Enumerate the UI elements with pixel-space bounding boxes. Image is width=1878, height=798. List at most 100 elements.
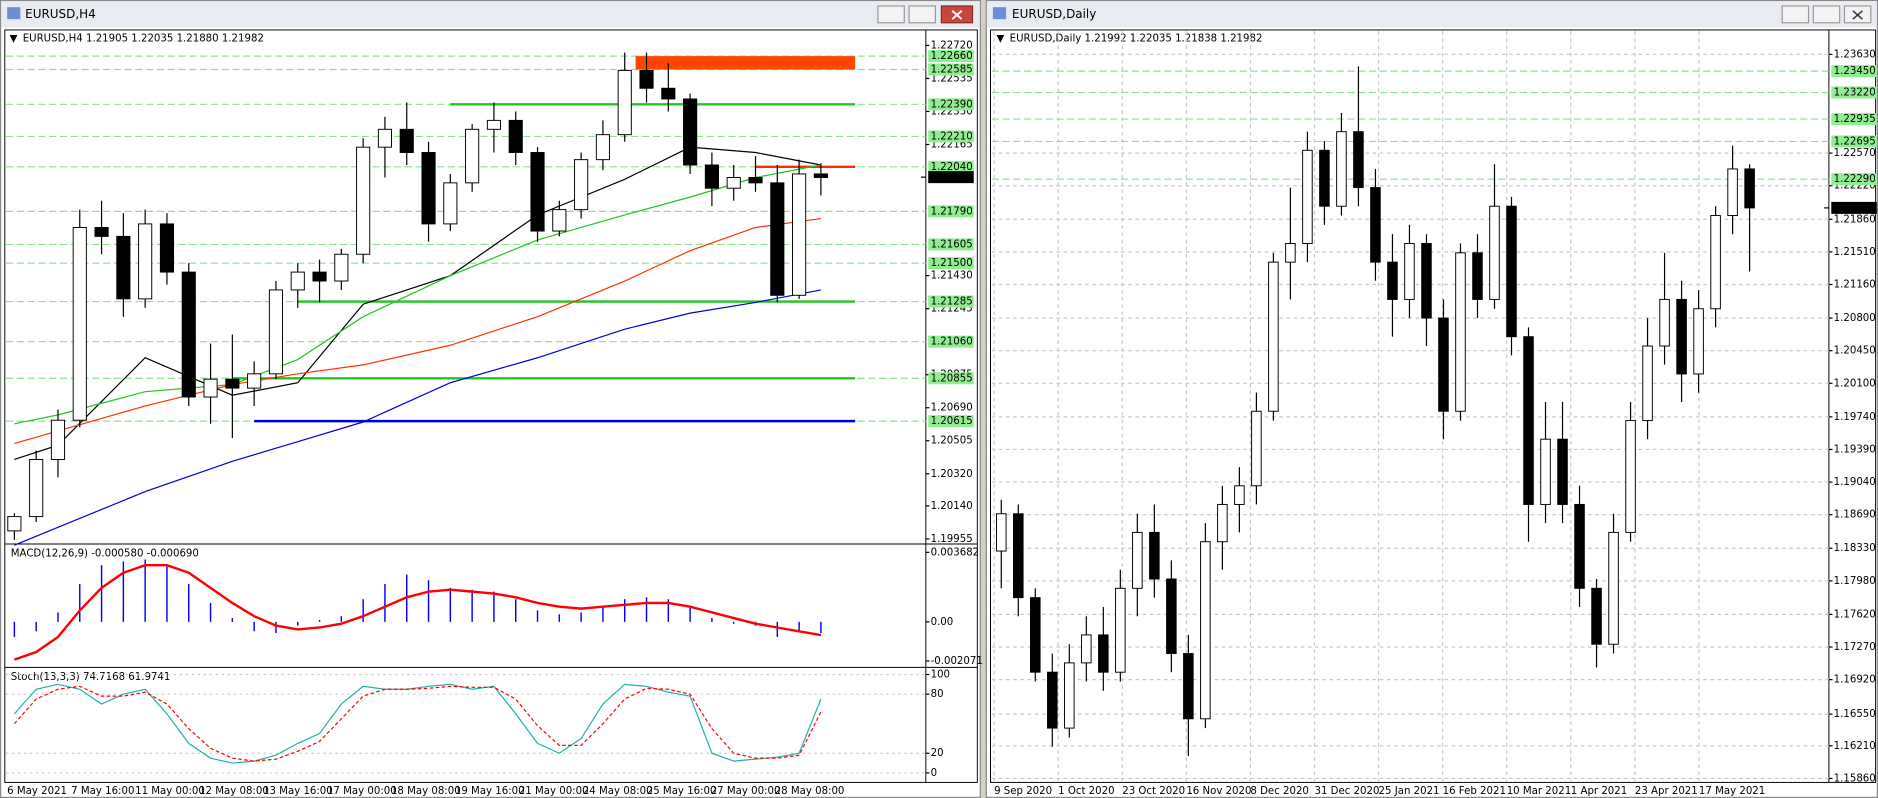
window-icon: [7, 7, 21, 20]
level-label: 1.21060: [931, 337, 973, 348]
level-label-bg: [928, 205, 974, 218]
candle-body: [116, 235, 131, 300]
level-label: 1.22390: [931, 99, 973, 110]
candle-body: [1268, 261, 1279, 412]
candle-body: [181, 271, 196, 398]
candle-body: [530, 152, 545, 232]
candle-body: [726, 177, 741, 189]
y-tick-label: 1.16920: [1834, 675, 1876, 686]
resistance-zone: [635, 56, 856, 70]
level-label: 1.22585: [931, 65, 973, 76]
level-label-bg: [928, 295, 974, 308]
level-label-bg: [928, 63, 974, 76]
x-tick-label: 6 May 2021: [7, 786, 67, 797]
candle-body: [1013, 513, 1024, 599]
y-tick-label: 1.20140: [931, 501, 973, 512]
x-tick-label: 24 May 08:00: [583, 786, 653, 797]
candle-body: [1591, 587, 1602, 645]
x-tick-label: 16 Feb 2021: [1443, 786, 1506, 797]
moving-average: [14, 164, 822, 425]
x-tick-label: 21 May 00:00: [519, 786, 589, 797]
last-price-bg: [928, 171, 974, 184]
chart-frame: [4, 29, 978, 783]
candle-body: [792, 173, 807, 296]
candle-body: [1472, 252, 1483, 300]
level-label-bg: [1831, 86, 1877, 99]
candle-body: [1625, 420, 1636, 533]
candle-body: [1557, 438, 1568, 505]
symbol-arrow: ▼: [10, 33, 18, 44]
candle-body: [1183, 653, 1194, 720]
x-tick-label: 12 May 08:00: [199, 786, 269, 797]
y-tick-label: 1.22220: [1834, 181, 1876, 192]
level-label-bg: [928, 238, 974, 251]
macd-label: MACD(12,26,9) -0.000580 -0.000690: [11, 549, 199, 560]
x-tick-label: 7 May 16:00: [71, 786, 134, 797]
candle-body: [443, 182, 458, 225]
x-tick-label: 25 May 16:00: [647, 786, 717, 797]
candle-body: [421, 152, 436, 225]
moving-average: [14, 217, 821, 445]
level-label-bg: [928, 50, 974, 63]
y-tick-label: 1.21160: [1834, 280, 1876, 291]
candle-body: [1642, 345, 1653, 422]
minimize-button[interactable]: [877, 5, 905, 24]
candle-body: [138, 223, 153, 300]
level-label: 1.23450: [1834, 66, 1876, 77]
level-label-bg: [928, 335, 974, 348]
y-tick-label: 1.22720: [931, 40, 973, 51]
y-tick-label: 1.20690: [931, 403, 973, 414]
x-tick-label: 17 May 00:00: [327, 786, 397, 797]
y-tick-label: 1.21860: [1834, 214, 1876, 225]
level-label: 1.20615: [931, 416, 973, 427]
y-tick-label: 1.22570: [1834, 148, 1876, 159]
level-label: 1.22935: [1834, 114, 1876, 125]
candle-body: [72, 226, 87, 421]
candle-body: [1302, 149, 1313, 244]
stoch-label: Stoch(13,3,3) 74.7168 61.9741: [11, 672, 171, 683]
maximize-button[interactable]: [1812, 5, 1841, 24]
y-tick-label: 1.20450: [1834, 346, 1876, 357]
candle-body: [29, 459, 44, 518]
x-tick-label: 10 Mar 2021: [1507, 786, 1571, 797]
level-label: 1.22660: [931, 51, 973, 62]
candle-body: [1030, 597, 1041, 673]
title-bar: [1, 1, 980, 28]
y-tick-label: 1.21245: [931, 304, 973, 315]
candle-body: [1132, 531, 1143, 589]
candle-body: [50, 419, 66, 460]
y-tick-label: 1.19955: [931, 534, 973, 545]
candle-body: [1166, 578, 1177, 655]
candle-body: [552, 209, 567, 232]
candle-body: [1336, 131, 1347, 207]
candle-body: [996, 513, 1007, 552]
candle-body: [574, 159, 589, 211]
y-tick-label: 1.23630: [1834, 49, 1876, 60]
level-label: 1.22290: [1834, 174, 1876, 185]
minimize-button[interactable]: [1781, 5, 1810, 24]
last-price-label: 1.21982: [1834, 203, 1876, 214]
level-label: 1.21605: [931, 239, 973, 250]
candle-body: [1710, 215, 1721, 310]
candle-body: [247, 373, 262, 389]
chart-frame: [990, 29, 1877, 783]
candle-body: [312, 271, 327, 282]
x-tick-label: 16 Nov 2020: [1186, 786, 1251, 797]
y-tick-label: 1.22350: [931, 106, 973, 117]
candle-body: [1370, 187, 1381, 263]
window-left: EURUSD,H4 ▼ EURUSD,H4 1.21905 1.22035 1.…: [0, 0, 981, 798]
x-tick-label: 9 Sep 2020: [994, 786, 1052, 797]
y-tick-label: 1.19040: [1834, 477, 1876, 488]
level-label-bg: [928, 372, 974, 385]
candle-body: [1251, 410, 1262, 487]
y-tick-label: 1.21510: [1834, 247, 1876, 258]
candle-body: [1693, 308, 1704, 375]
level-label-bg: [928, 130, 974, 143]
candle-body: [7, 516, 22, 532]
candle-body: [203, 378, 218, 398]
y-tick-label: 0.003682: [931, 547, 980, 558]
y-tick-label: 1.19390: [1834, 444, 1876, 455]
level-label-bg: [1831, 65, 1877, 78]
close-icon: [1852, 10, 1863, 20]
maximize-button[interactable]: [908, 5, 937, 24]
